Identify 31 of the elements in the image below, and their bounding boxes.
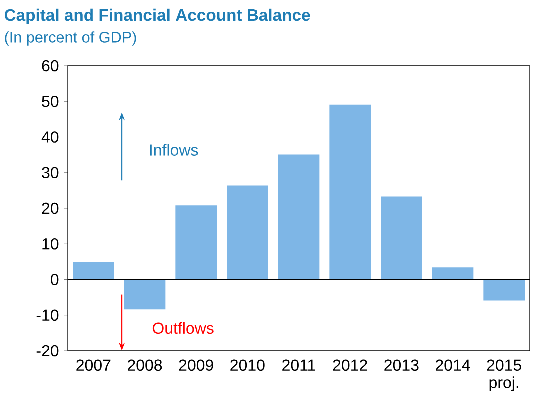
chart-title: Capital and Financial Account Balance bbox=[4, 8, 310, 24]
bar bbox=[73, 262, 114, 280]
x-tick-label: 2014 bbox=[436, 360, 470, 372]
x-tick-label: 2012 bbox=[333, 360, 368, 372]
y-tick-label: 0 bbox=[51, 274, 59, 286]
y-tick-label: 60 bbox=[42, 60, 59, 72]
annotation: Outflows bbox=[152, 322, 214, 334]
x-tick-label: 2013 bbox=[384, 360, 419, 372]
y-tick-label: 10 bbox=[42, 238, 59, 250]
bar bbox=[432, 268, 474, 280]
bar bbox=[227, 186, 268, 280]
x-tick-label: 2010 bbox=[230, 360, 265, 372]
y-tick-label: -20 bbox=[36, 345, 59, 357]
y-tick-label: 20 bbox=[42, 202, 59, 214]
chart-subtitle: (In percent of GDP) bbox=[5, 32, 136, 46]
x-tick-label: 2015 proj. bbox=[487, 360, 522, 392]
annotation: Inflows bbox=[150, 144, 198, 156]
y-tick-label: 50 bbox=[42, 96, 59, 108]
bar bbox=[381, 196, 422, 280]
bar bbox=[176, 206, 217, 280]
bar bbox=[330, 104, 372, 280]
x-tick-label: 2009 bbox=[179, 360, 214, 372]
y-tick-label: 40 bbox=[42, 132, 59, 143]
bar bbox=[278, 154, 320, 280]
x-tick-label: 2008 bbox=[128, 360, 162, 372]
bar bbox=[124, 280, 166, 310]
x-tick-label: 2011 bbox=[282, 360, 316, 372]
y-tick-label: -10 bbox=[36, 310, 59, 322]
y-tick-label: 30 bbox=[42, 167, 59, 179]
x-tick-label: 2007 bbox=[76, 360, 111, 372]
bar bbox=[484, 280, 525, 301]
